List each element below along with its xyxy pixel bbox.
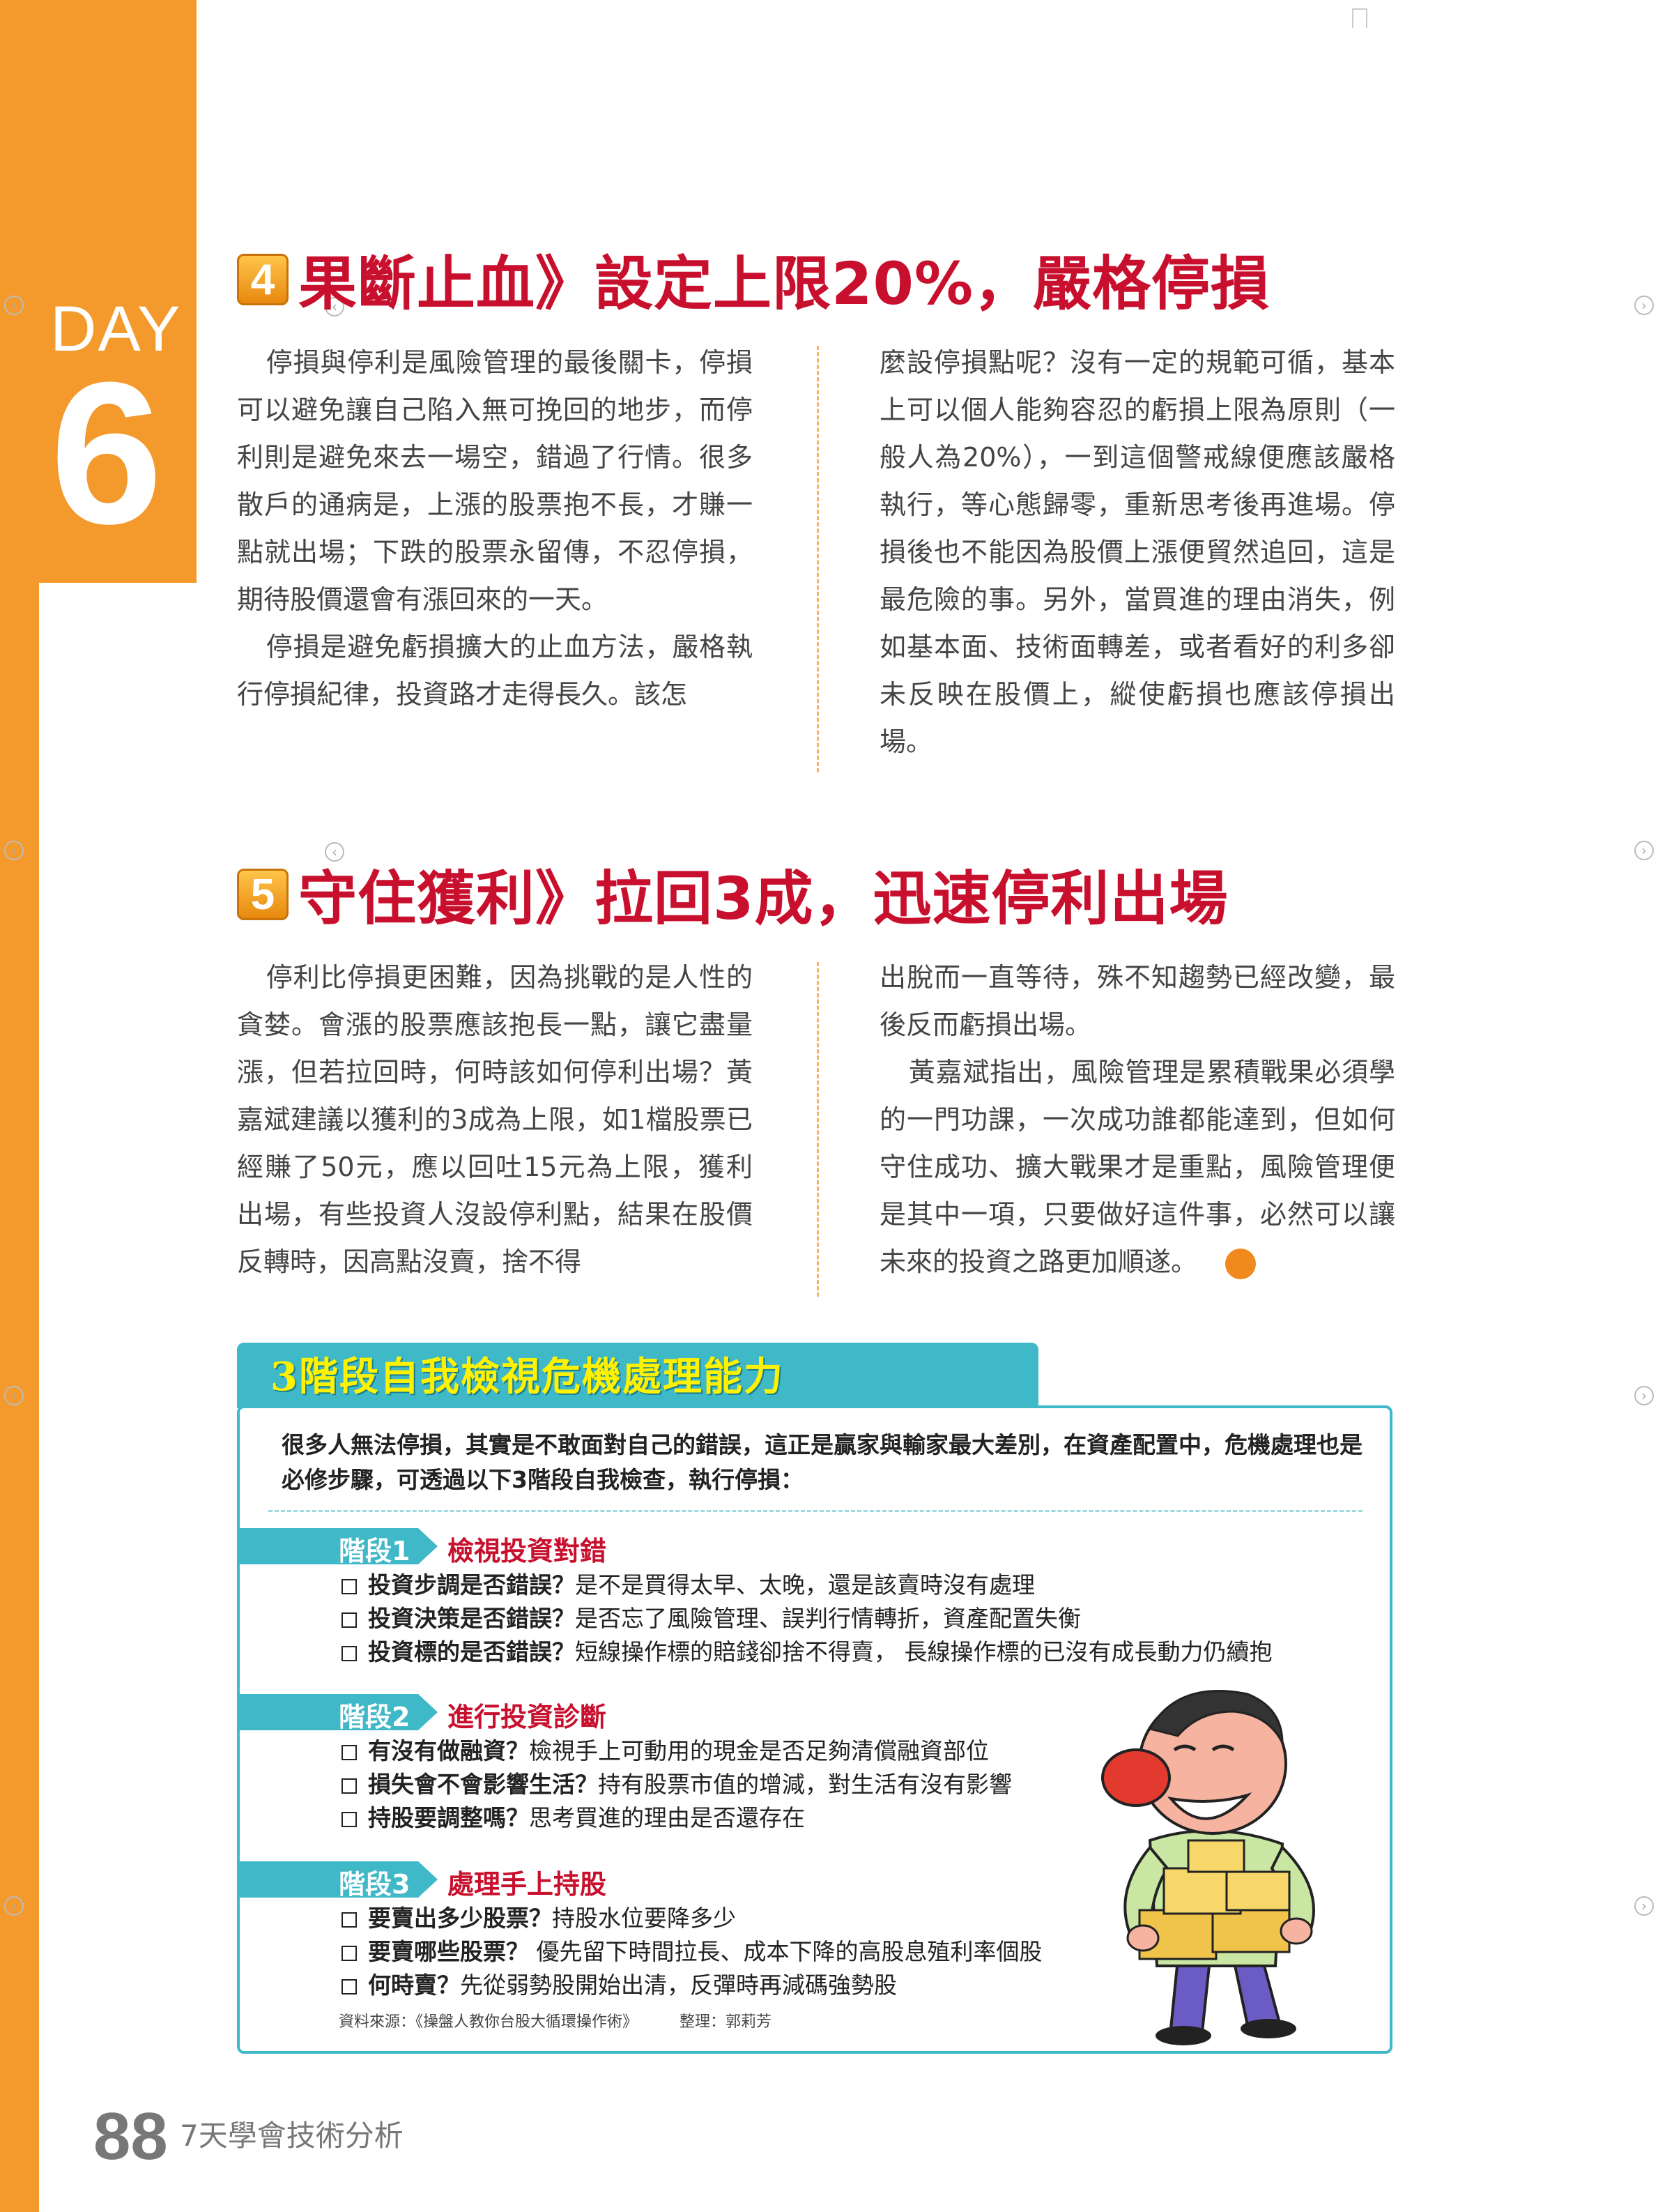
checklist-item: 有沒有做融資？檢視手上可動用的現金是否足夠清償融資部位	[341, 1734, 1317, 1768]
item-question: 要賣哪些股票？	[368, 1938, 529, 1965]
source-note: 資料來源：《操盤人教你台股大循環操作術》 整理：郭莉芳	[339, 2009, 813, 2031]
side-stripe	[45, 583, 50, 2212]
prev-page-icon[interactable]: ‹	[4, 841, 24, 860]
box-title: 3階段自我檢視危機處理能力	[270, 1354, 784, 1400]
section5-right-column: 出脫而一直等待，殊不知趨勢已經改變，最後反而虧損出場。 黃嘉斌指出，風險管理是累…	[880, 954, 1395, 1286]
section-number-badge: 5	[237, 868, 289, 920]
section4-heading: 4 果斷止血》設定上限20%，嚴格停損	[237, 237, 1270, 321]
section-number-badge: 4	[237, 253, 289, 305]
checkbox-icon	[341, 1946, 357, 1961]
item-answer: 是不是買得太早、太晚，還是該賣時沒有處理	[575, 1571, 1035, 1599]
box-divider	[268, 1510, 1363, 1512]
next-page-icon[interactable]: ›	[1634, 1896, 1654, 1916]
item-question: 投資標的是否錯誤？	[368, 1638, 575, 1665]
prev-page-icon[interactable]: ‹	[4, 1386, 24, 1405]
businessman-illustration	[1101, 1690, 1315, 2045]
checklist-item: 要賣出多少股票？持股水位要降多少	[341, 1902, 1317, 1935]
item-question: 損失會不會影響生活？	[368, 1771, 598, 1798]
day-number: 6	[50, 340, 163, 566]
prev-page-icon[interactable]: ‹	[4, 296, 24, 315]
stage-name: 進行投資診斷	[447, 1702, 607, 1732]
item-question: 何時賣？	[368, 1971, 460, 1999]
coin-icon: S	[1225, 1248, 1269, 1279]
stage-bar	[237, 1861, 438, 1898]
item-answer: 持股水位要降多少	[552, 1905, 736, 1932]
paragraph: 停利比停損更困難，因為挑戰的是人性的貪婪。會漲的股票應該抱長一點，讓它盡量漲，但…	[237, 962, 753, 1277]
prev-page-icon[interactable]: ‹	[4, 1896, 24, 1916]
stage-3: 階段3 處理手上持股 要賣出多少股票？持股水位要降多少 要賣哪些股票？ 優先留下…	[237, 1861, 1043, 1999]
stage-label: 階段3	[339, 1869, 410, 1900]
item-question: 投資決策是否錯誤？	[368, 1605, 575, 1632]
checkbox-icon	[341, 1812, 357, 1827]
item-question: 要賣出多少股票？	[368, 1905, 552, 1932]
editor-text: 整理：郭莉芳	[680, 2013, 772, 2031]
stage-1: 階段1 檢視投資對錯 投資步調是否錯誤？是不是買得太早、太晚，還是該賣時沒有處理…	[237, 1528, 1273, 1665]
paragraph: 黃嘉斌指出，風險管理是累積戰果必須學的一門功課，一次成功誰都能達到，但如何守住成…	[880, 1048, 1395, 1286]
checkbox-icon	[341, 1612, 357, 1628]
paragraph: 麼設停損點呢？沒有一定的規範可循，基本上可以個人能夠容忍的虧損上限為原則（一般人…	[880, 347, 1395, 757]
box-intro: 很多人無法停損，其實是不敢面對自己的錯誤，這正是贏家與輸家最大差別，在資產配置中…	[282, 1431, 1363, 1493]
stage-2: 階段2 進行投資診斷 有沒有做融資？檢視手上可動用的現金是否足夠清償融資部位 損…	[237, 1694, 1012, 1831]
item-answer: 思考買進的理由是否還存在	[529, 1804, 805, 1831]
page-number: 88	[93, 2099, 168, 2174]
checklist-item: 何時賣？先從弱勢股開始出清，反彈時再減碼強勢股	[341, 1969, 1317, 2002]
stage-label: 階段1	[339, 1536, 410, 1566]
item-question: 有沒有做融資？	[368, 1737, 529, 1764]
checklist-item: 要賣哪些股票？ 優先留下時間拉長、成本下降的高股息殖利率個股	[341, 1935, 1317, 1969]
checkbox-icon	[341, 1778, 357, 1794]
next-page-icon[interactable]: ›	[1634, 1386, 1654, 1405]
checklist-item: 投資標的是否錯誤？短線操作標的賠錢卻捨不得賣， 長線操作標的已沒有成長動力仍續抱	[341, 1635, 1317, 1669]
stage-name: 檢視投資對錯	[447, 1536, 607, 1566]
section4-left-column: 停損與停利是風險管理的最後關卡，停損可以避免讓自己陷入無可挽回的地步，而停利則是…	[237, 339, 753, 718]
paragraph: 停損與停利是風險管理的最後關卡，停損可以避免讓自己陷入無可挽回的地步，而停利則是…	[237, 347, 753, 615]
source-text: 資料來源：《操盤人教你台股大循環操作術》	[339, 2013, 638, 2031]
item-answer: 持有股票市值的增減，對生活有沒有影響	[598, 1771, 1012, 1798]
item-question: 持股要調整嗎？	[368, 1804, 529, 1831]
column-divider	[817, 346, 819, 772]
section-title: 守住獲利》拉回3成，迅速停利出場	[298, 864, 1229, 933]
paragraph-text: 黃嘉斌指出，風險管理是累積戰果必須學的一門功課，一次成功誰都能達到，但如何守住成…	[880, 1057, 1395, 1277]
paragraph: 出脫而一直等待，殊不知趨勢已經改變，最後反而虧損出場。	[880, 962, 1395, 1040]
stage-bar	[237, 1528, 438, 1564]
stage-bar	[237, 1694, 438, 1730]
stage-items: 要賣出多少股票？持股水位要降多少 要賣哪些股票？ 優先留下時間拉長、成本下降的高…	[341, 1902, 1317, 2002]
checkbox-icon	[341, 1979, 357, 1994]
day-label: DAY	[50, 293, 182, 365]
next-page-icon[interactable]: ›	[1634, 296, 1654, 315]
stage-items: 投資步調是否錯誤？是不是買得太早、太晚，還是該賣時沒有處理 投資決策是否錯誤？是…	[341, 1569, 1317, 1669]
item-question: 投資步調是否錯誤？	[368, 1571, 575, 1599]
item-answer: 檢視手上可動用的現金是否足夠清償融資部位	[529, 1737, 989, 1764]
section-title: 果斷止血》設定上限20%，嚴格停損	[298, 250, 1271, 318]
checklist-item: 投資決策是否錯誤？是否忘了風險管理、誤判行情轉折，資產配置失衡	[341, 1602, 1317, 1635]
item-answer: 優先留下時間拉長、成本下降的高股息殖利率個股	[529, 1938, 1043, 1965]
side-banner	[0, 0, 197, 583]
prev-page-icon[interactable]: ‹	[325, 842, 344, 862]
stage-items: 有沒有做融資？檢視手上可動用的現金是否足夠清償融資部位 損失會不會影響生活？持有…	[341, 1734, 1317, 1835]
item-answer: 先從弱勢股開始出清，反彈時再減碼強勢股	[460, 1971, 897, 1999]
checklist-item: 投資步調是否錯誤？是不是買得太早、太晚，還是該賣時沒有處理	[341, 1569, 1317, 1602]
next-page-icon[interactable]: ›	[1634, 841, 1654, 860]
column-divider	[817, 962, 819, 1297]
paragraph: 停損是避免虧損擴大的止血方法，嚴格執行停損紀律，投資路才走得長久。該怎	[237, 632, 753, 710]
checkbox-icon	[341, 1912, 357, 1928]
stage-label: 階段2	[339, 1702, 410, 1732]
checkbox-icon	[341, 1745, 357, 1760]
checkbox-icon	[341, 1646, 357, 1661]
checkbox-icon	[341, 1579, 357, 1594]
checklist-item: 持股要調整嗎？思考買進的理由是否還存在	[341, 1801, 1317, 1835]
prev-page-icon[interactable]: ‹	[325, 297, 344, 316]
section5-left-column: 停利比停損更困難，因為挑戰的是人性的貪婪。會漲的股票應該抱長一點，讓它盡量漲，但…	[237, 954, 753, 1286]
checklist-item: 損失會不會影響生活？持有股票市值的增減，對生活有沒有影響	[341, 1768, 1317, 1801]
stage-name: 處理手上持股	[447, 1869, 607, 1900]
item-answer: 是否忘了風險管理、誤判行情轉折，資產配置失衡	[575, 1605, 1081, 1632]
section5-heading: 5 守住獲利》拉回3成，迅速停利出場	[237, 852, 1228, 936]
box-title-tab	[237, 1343, 1038, 1408]
bookmark-icon[interactable]	[1352, 8, 1367, 29]
book-title: 7天學會技術分析	[180, 2119, 404, 2153]
section4-right-column: 麼設停損點呢？沒有一定的規範可循，基本上可以個人能夠容忍的虧損上限為原則（一般人…	[880, 339, 1395, 765]
item-answer: 短線操作標的賠錢卻捨不得賣， 長線操作標的已沒有成長動力仍續抱	[575, 1638, 1273, 1665]
